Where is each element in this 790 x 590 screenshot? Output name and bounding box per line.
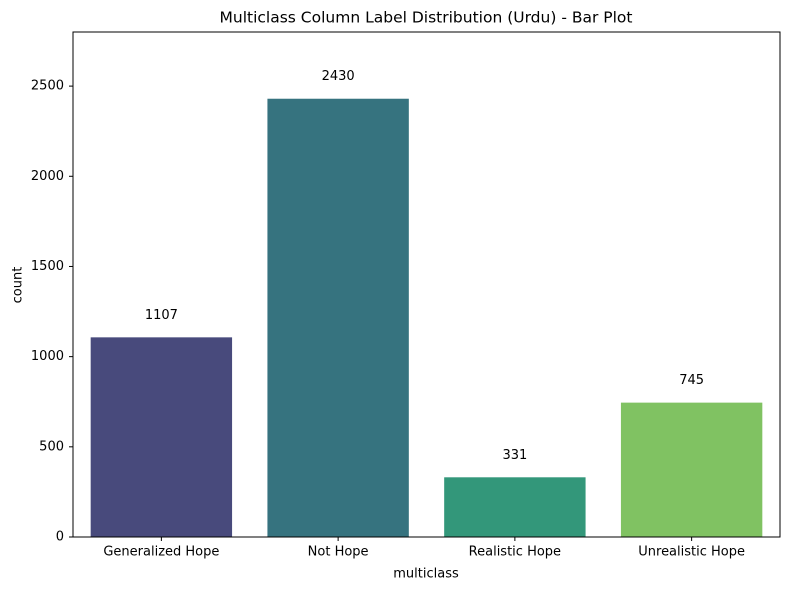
y-tick-label: 2000 (31, 169, 64, 184)
value-label: 1107 (145, 308, 178, 323)
x-tick-label: Generalized Hope (103, 545, 219, 560)
plot-frame (72, 31, 781, 538)
y-tick-label: 0 (56, 530, 64, 545)
y-tick-label: 2500 (31, 79, 64, 94)
value-label: 745 (679, 373, 704, 388)
x-axis-label: multiclass (393, 567, 459, 582)
value-label: 331 (502, 448, 527, 463)
y-tick-label: 1000 (31, 349, 64, 364)
y-tick-label: 1500 (31, 259, 64, 274)
bar (620, 402, 763, 537)
bar (444, 477, 586, 537)
bar (90, 337, 233, 537)
bar (267, 98, 409, 537)
value-label: 2430 (322, 69, 355, 84)
chart-title: Multiclass Column Label Distribution (Ur… (220, 9, 633, 27)
y-axis-label: count (11, 267, 26, 304)
x-tick-label: Not Hope (308, 545, 369, 560)
x-tick-label: Unrealistic Hope (638, 545, 745, 560)
x-tick-label: Realistic Hope (469, 545, 561, 560)
y-tick-label: 500 (39, 439, 64, 454)
